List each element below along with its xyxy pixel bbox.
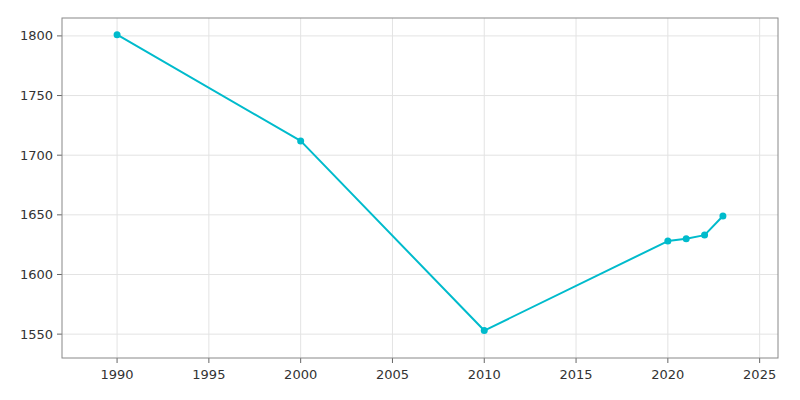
- tick-label-y: 1800: [20, 28, 53, 43]
- tick-label-y: 1750: [20, 88, 53, 103]
- grid-line-y: [62, 35, 778, 36]
- grid-line-x: [300, 18, 301, 358]
- line: [117, 35, 723, 331]
- grid-line-x: [392, 18, 393, 358]
- tick-label-y: 1600: [20, 267, 53, 282]
- tick-y: [57, 35, 62, 36]
- grid-line-y: [62, 214, 778, 215]
- tick-label-x: 2005: [376, 367, 409, 382]
- tick-label-x: 2015: [560, 367, 593, 382]
- grid-line-x: [759, 18, 760, 358]
- grid-line-x: [667, 18, 668, 358]
- tick-label-x: 1995: [192, 367, 225, 382]
- marker: [297, 137, 304, 144]
- grid-line-x: [576, 18, 577, 358]
- tick-label-x: 2000: [284, 367, 317, 382]
- tick-label-y: 1550: [20, 327, 53, 342]
- plot-frame: [62, 18, 778, 358]
- grid-line-y: [62, 334, 778, 335]
- marker: [481, 327, 488, 334]
- tick-x: [484, 358, 485, 363]
- marker: [664, 238, 671, 245]
- axes: 1990 1995 2000 2005 2010 2015 2020 2025 1550 1600…: [20, 18, 778, 382]
- tick-y: [57, 155, 62, 156]
- marker: [701, 232, 708, 239]
- grid-line-y: [62, 274, 778, 275]
- chart-svg: 1990 1995 2000 2005 2010 2015 2020 2025 1550 1600…: [0, 0, 800, 400]
- tick-y: [57, 95, 62, 96]
- tick-x: [392, 358, 393, 363]
- tick-label-x: 2020: [651, 367, 684, 382]
- tick-label-y: 1650: [20, 207, 53, 222]
- tick-label-y: 1700: [20, 148, 53, 163]
- tick-y: [57, 274, 62, 275]
- tick-x: [667, 358, 668, 363]
- marker: [114, 31, 121, 38]
- grid-line-x: [208, 18, 209, 358]
- tick-x: [300, 358, 301, 363]
- data-layer: [114, 31, 727, 334]
- chart-container: 1990 1995 2000 2005 2010 2015 2020 2025 1550 1600…: [0, 0, 800, 400]
- marker: [719, 213, 726, 220]
- tick-label-x: 2025: [743, 367, 776, 382]
- tick-x: [759, 358, 760, 363]
- grid: [62, 18, 778, 358]
- tick-x: [576, 358, 577, 363]
- grid-line-y: [62, 95, 778, 96]
- tick-x: [208, 358, 209, 363]
- tick-y: [57, 214, 62, 215]
- grid-line-x: [117, 18, 118, 358]
- tick-label-x: 1990: [101, 367, 134, 382]
- grid-line-x: [484, 18, 485, 358]
- tick-label-x: 2010: [468, 367, 501, 382]
- tick-y: [57, 334, 62, 335]
- tick-x: [117, 358, 118, 363]
- grid-line-y: [62, 155, 778, 156]
- marker: [683, 235, 690, 242]
